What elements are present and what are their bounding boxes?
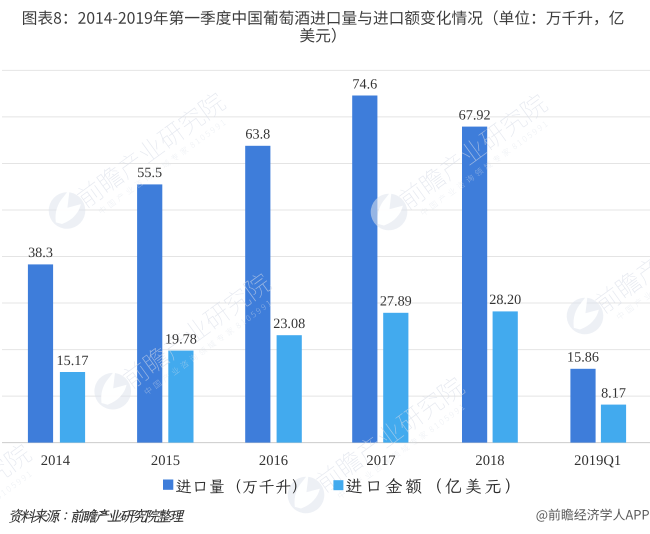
svg-text:63.8: 63.8: [245, 127, 270, 143]
svg-text:55.5: 55.5: [137, 165, 162, 181]
svg-text:15.86: 15.86: [567, 350, 599, 366]
svg-text:27.89: 27.89: [380, 294, 412, 310]
svg-text:19.78: 19.78: [165, 331, 197, 347]
svg-text:74.6: 74.6: [352, 76, 377, 92]
svg-text:23.08: 23.08: [273, 316, 305, 332]
svg-text:2019Q1: 2019Q1: [574, 453, 621, 469]
svg-text:2015: 2015: [151, 453, 180, 469]
svg-text:2017: 2017: [366, 453, 395, 469]
svg-text:67.92: 67.92: [459, 107, 491, 123]
svg-text:15.17: 15.17: [57, 353, 89, 369]
svg-text:2018: 2018: [475, 453, 504, 469]
svg-text:28.20: 28.20: [489, 292, 521, 308]
svg-text:38.3: 38.3: [28, 245, 53, 261]
svg-text:8.17: 8.17: [601, 385, 626, 401]
svg-text:2016: 2016: [259, 453, 288, 469]
svg-text:2014: 2014: [41, 453, 71, 469]
